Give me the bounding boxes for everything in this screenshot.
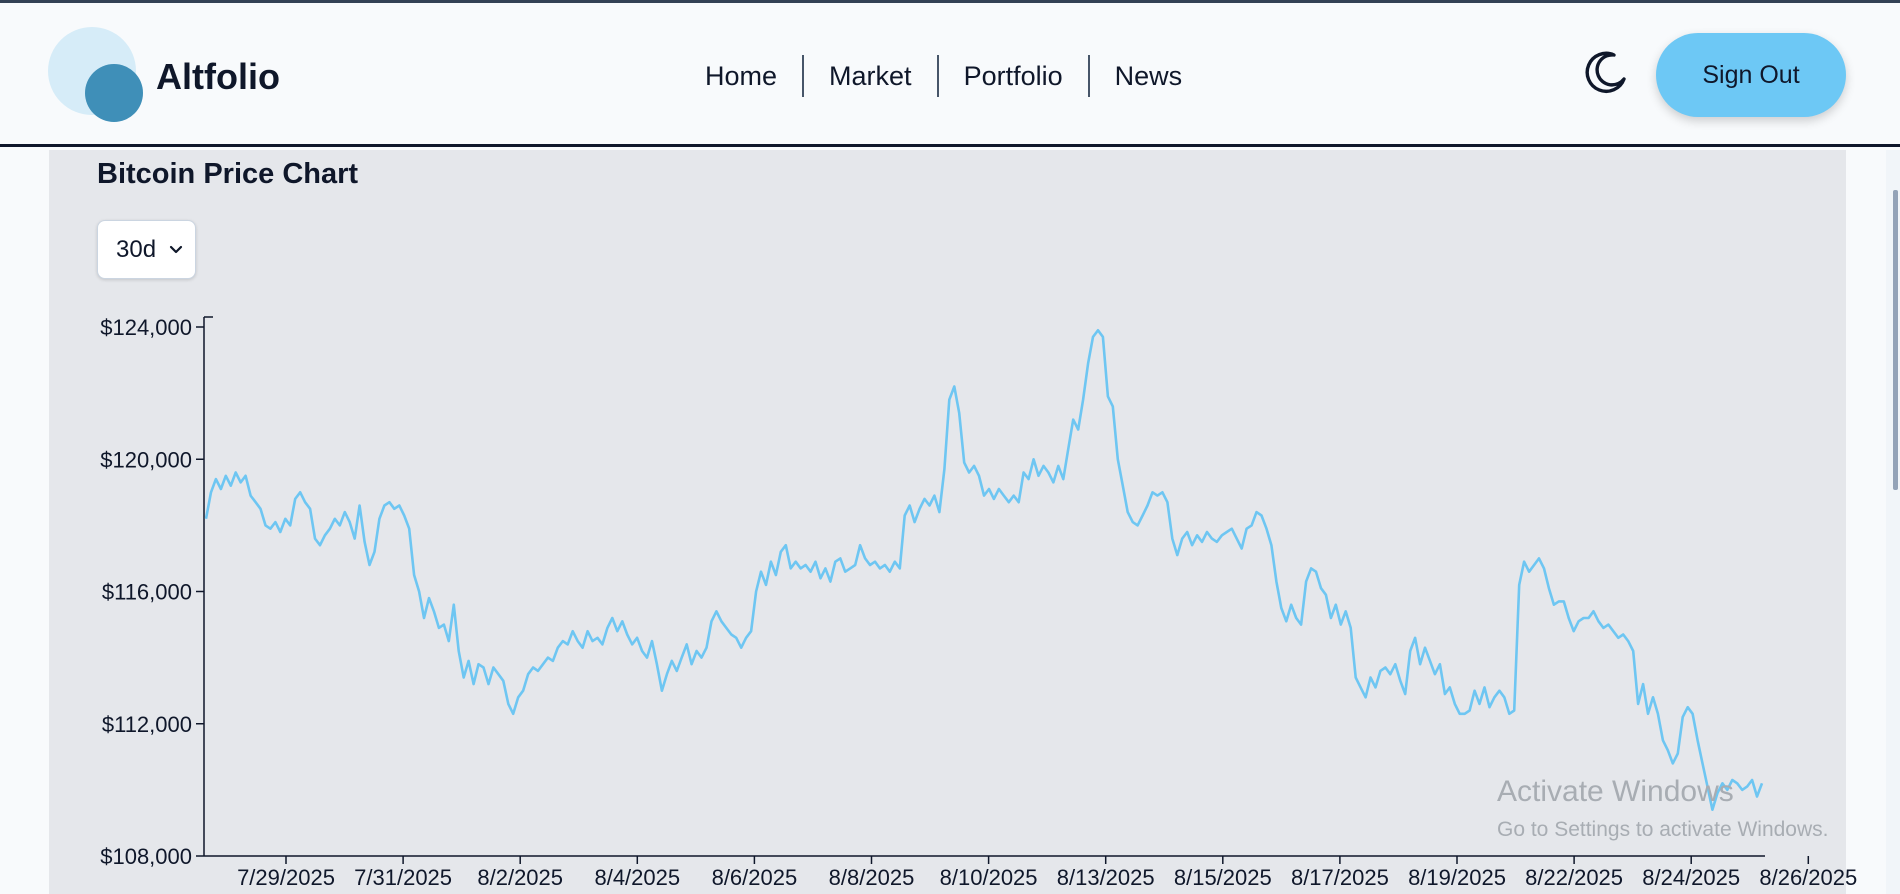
nav-link-portfolio[interactable]: Portfolio <box>936 55 1088 97</box>
sign-out-button[interactable]: Sign Out <box>1656 33 1846 117</box>
brand-name[interactable]: Altfolio <box>156 56 280 97</box>
navbar: Altfolio Home Market Portfolio News Sign… <box>0 3 1900 147</box>
nav-link-market[interactable]: Market <box>802 55 937 97</box>
activation-watermark-subtitle: Go to Settings to activate Windows. <box>1497 818 1829 841</box>
chevron-down-icon <box>169 245 183 254</box>
activation-watermark-title: Activate Windows <box>1497 775 1734 808</box>
nav-link-news[interactable]: News <box>1087 55 1208 97</box>
time-range-value: 30d <box>116 235 157 263</box>
window-top-strip <box>0 0 1900 3</box>
chart-title: Bitcoin Price Chart <box>97 158 359 190</box>
moon-icon[interactable] <box>1584 49 1630 95</box>
nav-link-home[interactable]: Home <box>705 61 778 91</box>
time-range-select[interactable]: 30d <box>97 220 196 279</box>
logo[interactable] <box>48 27 148 127</box>
logo-circle-dark <box>85 64 143 122</box>
main-nav: Home Market Portfolio News <box>680 55 1207 97</box>
page-scrollbar-thumb[interactable] <box>1893 190 1898 490</box>
